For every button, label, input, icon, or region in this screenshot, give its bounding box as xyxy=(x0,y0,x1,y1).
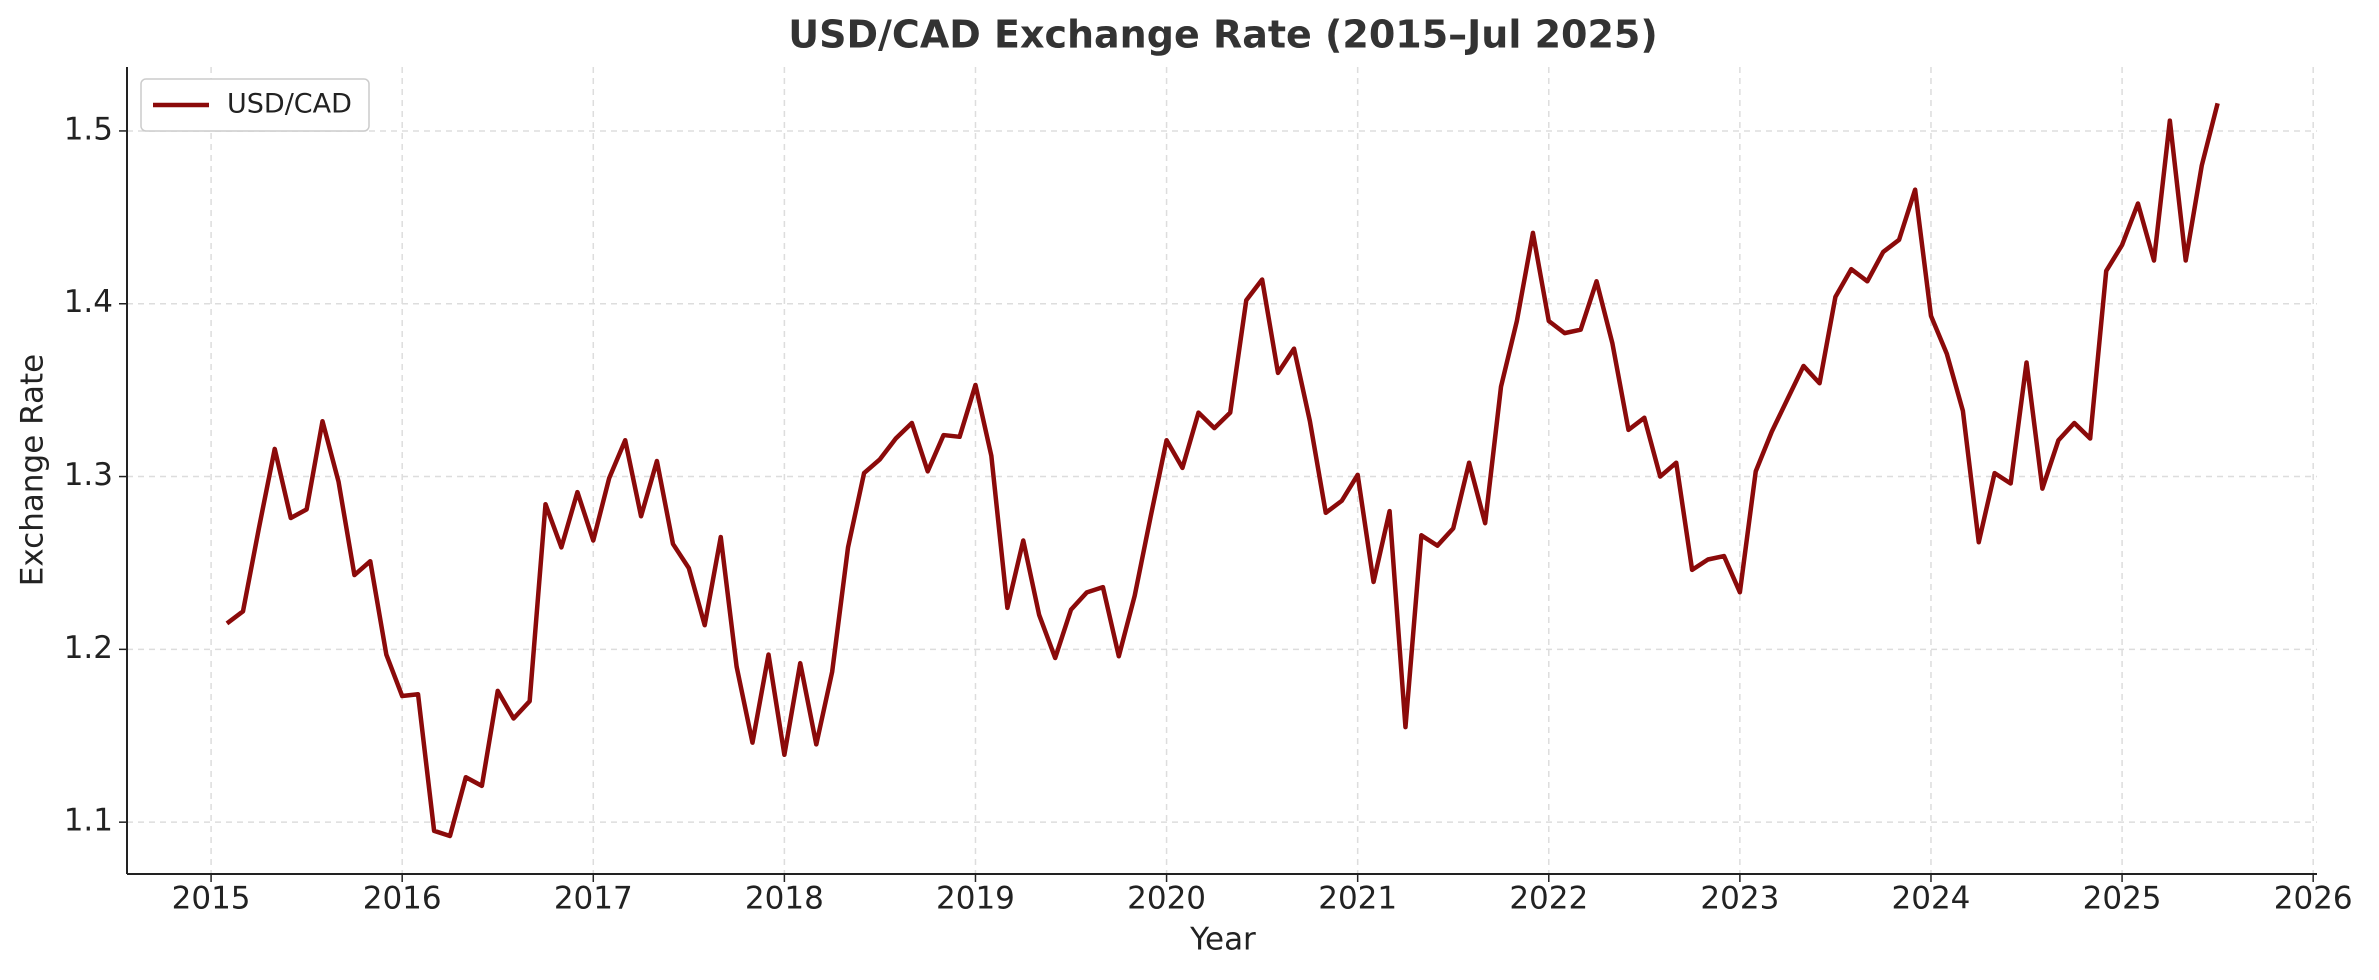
x-tick-label: 2018 xyxy=(745,881,824,917)
legend-label: USD/CAD xyxy=(227,89,352,120)
x-tick-label: 2015 xyxy=(172,881,251,917)
x-tick-label: 2026 xyxy=(2274,881,2353,917)
y-tick-label: 1.4 xyxy=(64,284,113,320)
x-tick-label: 2019 xyxy=(936,881,1015,917)
y-tick-label: 1.5 xyxy=(64,111,113,147)
data-line xyxy=(225,102,2220,839)
y-axis-label: Exchange Rate xyxy=(15,354,51,586)
x-axis-label: Year xyxy=(1189,922,1256,958)
chart-title: USD/CAD Exchange Rate (2015–Jul 2025) xyxy=(788,13,1657,57)
x-tick-label: 2023 xyxy=(1700,881,1779,917)
x-tick-label: 2021 xyxy=(1318,881,1397,917)
y-tick-label: 1.2 xyxy=(64,630,113,666)
x-tick-label: 2025 xyxy=(2083,881,2162,917)
x-tick-label: 2016 xyxy=(363,881,442,917)
x-tick-label: 2024 xyxy=(1892,881,1971,917)
legend-box xyxy=(140,78,370,132)
y-tick-label: 1.3 xyxy=(64,457,113,493)
x-tick-label: 2017 xyxy=(554,881,633,917)
x-tick-label: 2022 xyxy=(1509,881,1588,917)
y-tick-label: 1.1 xyxy=(64,803,113,839)
x-tick-label: 2020 xyxy=(1127,881,1206,917)
